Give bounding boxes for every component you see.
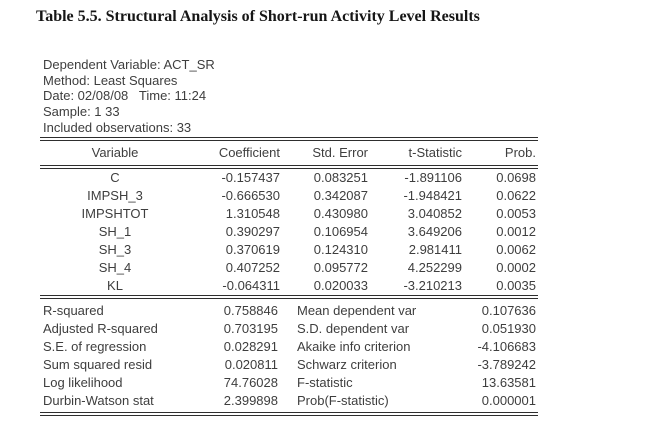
cell-stat-value-right: -3.789242 (477, 357, 536, 372)
date-time-line: Date: 02/08/08 Time: 11:24 (43, 88, 207, 104)
dependent-variable-line: Dependent Variable: ACT_SR (43, 57, 215, 72)
cell-t-statistic: -1.948421 (403, 188, 462, 203)
table-row: IMPSH_3 -0.666530 0.342087 -1.948421 0.0622 (40, 187, 538, 205)
cell-stat-label-left: Durbin-Watson stat (43, 393, 154, 408)
cell-prob: 0.0698 (496, 170, 536, 185)
cell-stat-label-right: Mean dependent var (297, 303, 417, 318)
table-row: IMPSHTOT 1.310548 0.430980 3.040852 0.0053 (40, 205, 538, 223)
cell-t-statistic: 4.252299 (407, 260, 462, 275)
table-row: SH_4 0.407252 0.095772 4.252299 0.0002 (40, 259, 538, 277)
method-line: Method: Least Squares (43, 72, 178, 88)
cell-stat-value-left: 74.76028 (223, 375, 278, 390)
rule-bottom (40, 412, 538, 416)
cell-std-error: 0.095772 (313, 260, 368, 275)
cell-t-statistic: 2.981411 (408, 242, 462, 257)
summary-stat-rows: R-squared 0.758846 Mean dependent var 0.107… (40, 299, 538, 412)
cell-variable: SH_3 (98, 242, 132, 257)
cell-coefficient: 0.370619 (225, 242, 280, 257)
sample-line: Sample: 1 33 (43, 104, 120, 120)
summary-row: S.E. of regression 0.028291 Akaike info cr… (40, 338, 538, 356)
cell-coefficient: -0.157437 (221, 170, 280, 185)
cell-stat-value-right: 13.63581 (481, 375, 536, 390)
cell-stat-value-left: 0.020811 (224, 357, 278, 372)
rule-below-coefficients (40, 295, 538, 299)
regression-results-table: Variable Coefficient Std. Error t-Statis… (40, 137, 538, 416)
column-header-prob: Prob. (504, 145, 536, 160)
cell-coefficient: -0.064311 (222, 278, 280, 293)
cell-stat-label-left: Log likelihood (43, 375, 123, 390)
cell-prob: 0.0012 (496, 224, 536, 239)
cell-coefficient: 0.407252 (225, 260, 280, 275)
cell-stat-value-right: 0.051930 (481, 321, 536, 336)
cell-coefficient: -0.666530 (221, 188, 280, 203)
column-header-t-statistic: t-Statistic (408, 145, 462, 160)
cell-coefficient: 0.390297 (225, 224, 280, 239)
cell-std-error: 0.106954 (313, 224, 368, 239)
cell-prob: 0.0622 (496, 188, 536, 203)
summary-row: R-squared 0.758846 Mean dependent var 0.107… (40, 302, 538, 320)
regression-header-info: Dependent Variable: ACT_SR Method: Least… (43, 57, 215, 136)
summary-row: Log likelihood 74.76028 F-statistic 13.6358… (40, 374, 538, 392)
table-row: C -0.157437 0.083251 -1.891106 0.0698 (40, 169, 538, 187)
cell-stat-label-right: S.D. dependent var (297, 321, 410, 336)
table-row: SH_1 0.390297 0.106954 3.649206 0.0012 (40, 223, 538, 241)
summary-row: Adjusted R-squared 0.703195 S.D. dependent… (40, 320, 538, 338)
cell-stat-label-right: Akaike info criterion (297, 339, 411, 354)
cell-stat-value-left: 0.703195 (223, 321, 278, 336)
cell-variable: KL (107, 278, 123, 293)
column-header-variable: Variable (91, 145, 139, 160)
coefficient-rows: C -0.157437 0.083251 -1.891106 0.0698 IMPSH_3… (40, 169, 538, 295)
cell-std-error: 0.430980 (313, 206, 368, 221)
cell-variable: IMPSHTOT (81, 206, 149, 221)
cell-std-error: 0.342087 (313, 188, 368, 203)
cell-t-statistic: -3.210213 (403, 278, 462, 293)
cell-t-statistic: 3.649206 (407, 224, 462, 239)
cell-variable: SH_4 (98, 260, 132, 275)
cell-stat-label-left: Adjusted R-squared (43, 321, 158, 336)
table-header-row: Variable Coefficient Std. Error t-Statis… (40, 141, 538, 165)
cell-prob: 0.0062 (496, 242, 536, 257)
cell-variable: SH_1 (98, 224, 132, 239)
cell-stat-value-right: 0.107636 (481, 303, 536, 318)
cell-t-statistic: 3.040852 (407, 206, 462, 221)
cell-stat-value-right: -4.106683 (477, 339, 536, 354)
cell-stat-label-right: Schwarz criterion (297, 357, 397, 372)
cell-prob: 0.0002 (496, 260, 536, 275)
rule-top (40, 137, 538, 141)
column-header-std-error: Std. Error (312, 145, 368, 160)
table-row: KL -0.064311 0.020033 -3.210213 0.0035 (40, 277, 538, 295)
table-row: SH_3 0.370619 0.124310 2.981411 0.0062 (40, 241, 538, 259)
summary-row: Durbin-Watson stat 2.399898 Prob(F-statist… (40, 392, 538, 410)
cell-variable: C (110, 170, 120, 185)
cell-stat-label-right: Prob(F-statistic) (297, 393, 389, 408)
cell-stat-label-left: R-squared (43, 303, 104, 318)
cell-coefficient: 1.310548 (225, 206, 280, 221)
cell-stat-value-left: 0.758846 (223, 303, 278, 318)
cell-stat-value-left: 2.399898 (223, 393, 278, 408)
cell-t-statistic: -1.891106 (404, 170, 462, 185)
cell-prob: 0.0035 (496, 278, 536, 293)
column-header-coefficient: Coefficient (218, 145, 280, 160)
table-caption: Table 5.5. Structural Analysis of Short-… (36, 8, 480, 25)
rule-below-header (40, 165, 538, 169)
cell-prob: 0.0053 (496, 206, 536, 221)
included-observations-line: Included observations: 33 (43, 119, 192, 135)
cell-stat-label-right: F-statistic (297, 375, 353, 390)
cell-std-error: 0.124310 (313, 242, 368, 257)
cell-std-error: 0.083251 (313, 170, 368, 185)
cell-stat-label-left: S.E. of regression (43, 339, 147, 354)
cell-stat-value-right: 0.000001 (481, 393, 536, 408)
cell-stat-value-left: 0.028291 (223, 339, 278, 354)
cell-variable: IMPSH_3 (87, 188, 143, 203)
summary-row: Sum squared resid 0.020811 Schwarz criteri… (40, 356, 538, 374)
cell-stat-label-left: Sum squared resid (43, 357, 153, 372)
cell-std-error: 0.020033 (313, 278, 368, 293)
